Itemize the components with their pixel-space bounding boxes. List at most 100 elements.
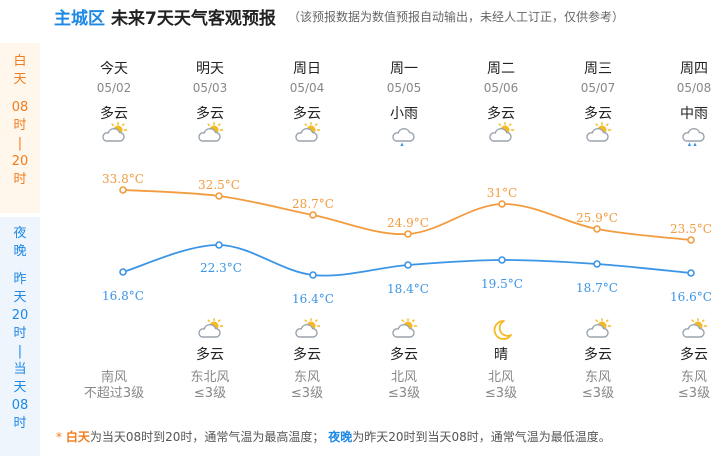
temperature-point <box>687 269 695 277</box>
period-char: 白 <box>13 54 27 69</box>
day-name: 周一 <box>390 61 418 77</box>
temperature-label: 18.7°C <box>576 281 618 295</box>
night-weather: 晴 <box>494 347 508 363</box>
period-char: 08 <box>11 398 29 413</box>
footnote-day-text: 为当天08时到20时，通常气温为最高温度； <box>89 430 325 444</box>
day-name: 明天 <box>196 61 224 77</box>
temperature-point <box>119 186 127 194</box>
wind-info: 东风 ≤3级 <box>644 370 720 402</box>
wind-level: ≤3级 <box>677 386 711 401</box>
legend-footnote: * 白天为当天08时到20时，通常气温为最高温度； 夜晚为昨天20时到当天08时… <box>56 428 611 445</box>
day-column: 周日 05/04 多云 多云 东风 ≤3级 <box>257 0 357 456</box>
wind-direction: 北风 <box>390 370 417 385</box>
wind-direction: 东风 <box>293 370 320 385</box>
temperature-label: 25.9°C <box>576 211 618 225</box>
day-column: 周三 05/07 多云 多云 东风 ≤3级 <box>548 0 648 456</box>
wind-direction: 南风 <box>100 370 127 385</box>
wind-level: ≤3级 <box>387 386 421 401</box>
partly-cloudy-icon <box>196 318 224 342</box>
temperature-point <box>687 236 695 244</box>
period-char: 20 <box>11 308 29 323</box>
period-char: 时 <box>13 118 27 133</box>
moon-icon <box>487 318 515 342</box>
day-weather: 小雨 <box>390 106 418 122</box>
night-weather: 多云 <box>390 347 418 363</box>
wind-info: 东风 ≤3级 <box>257 370 357 402</box>
footnote-night-key: 夜晚 <box>328 430 353 444</box>
partly-cloudy-icon <box>390 318 418 342</box>
day-weather: 多云 <box>196 106 224 122</box>
footnote-day-key: 白天 <box>65 430 90 444</box>
district-name[interactable]: 主城区 <box>54 9 105 29</box>
wind-info: 东北风 ≤3级 <box>160 370 260 402</box>
temperature-chart: 33.8°C 32.5°C 28.7°C 24.9°C 31°C 25.9°C 23.5°C… <box>102 172 712 306</box>
period-char: 昨 <box>13 272 27 287</box>
period-char: 08 <box>11 100 29 115</box>
period-char: | <box>17 344 23 359</box>
temperature-point <box>498 200 506 208</box>
partly-cloudy-icon <box>584 318 612 342</box>
day-date: 05/02 <box>96 81 132 95</box>
period-char: 时 <box>13 172 27 187</box>
temperature-label: 16.4°C <box>292 292 334 306</box>
period-char <box>0 89 40 99</box>
temperature-label: 16.6°C <box>670 290 712 304</box>
night-weather: 多云 <box>680 347 708 363</box>
day-name: 今天 <box>100 61 128 77</box>
day-weather: 多云 <box>293 106 321 122</box>
day-column: 周四 05/08 中雨 多云 东风 ≤3级 <box>644 0 720 456</box>
day-date: 05/05 <box>386 81 422 95</box>
wind-direction: 北风 <box>487 370 514 385</box>
temperature-point <box>593 260 601 268</box>
period-char: 20 <box>11 154 29 169</box>
wind-info: 南风 不超过3级 <box>64 370 164 402</box>
period-char: 夜 <box>13 226 27 241</box>
wind-level: ≤3级 <box>193 386 227 401</box>
partly-cloudy-icon <box>196 122 224 146</box>
light-rain-icon <box>390 122 418 148</box>
partly-cloudy-icon <box>487 122 515 146</box>
day-weather: 多云 <box>100 106 128 122</box>
night-weather: 多云 <box>584 347 612 363</box>
period-char: 时 <box>13 416 27 431</box>
partly-cloudy-icon <box>100 122 128 146</box>
temperature-label: 31°C <box>487 186 517 200</box>
page-title: 未来7天天气客观预报 <box>111 9 276 29</box>
temperature-label: 16.8°C <box>102 289 144 303</box>
night-weather: 多云 <box>293 347 321 363</box>
period-char: 当 <box>13 362 27 377</box>
temperature-label: 19.5°C <box>481 277 523 291</box>
partly-cloudy-icon <box>584 122 612 146</box>
disclaimer-note: （该预报数据为数值预报自动输出，未经人工订正，仅供参考） <box>288 10 625 24</box>
period-char: 天 <box>13 290 27 305</box>
temperature-label: 24.9°C <box>387 216 429 230</box>
moderate-rain-icon <box>680 122 708 148</box>
day-weather: 多云 <box>584 106 612 122</box>
period-char: 时 <box>13 326 27 341</box>
day-date: 05/07 <box>580 81 616 95</box>
day-date: 05/06 <box>483 81 519 95</box>
day-name: 周三 <box>584 61 612 77</box>
temperature-point <box>119 268 127 276</box>
day-column: 今天 05/02 多云南风 不超过3级 <box>64 0 164 456</box>
wind-level: ≤3级 <box>581 386 615 401</box>
page-header: 主城区 未来7天天气客观预报 （该预报数据为数值预报自动输出，未经人工订正，仅供… <box>0 4 720 29</box>
day-name: 周日 <box>293 61 321 77</box>
day-weather: 中雨 <box>680 106 708 122</box>
temperature-point <box>404 230 412 238</box>
day-column: 明天 05/03 多云 多云 东北风 ≤3级 <box>160 0 260 456</box>
day-column: 周一 05/05 小雨多云北风 ≤3级 <box>354 0 454 456</box>
temperature-point <box>215 192 223 200</box>
temperature-point <box>404 261 412 269</box>
wind-direction: 东北风 <box>190 370 230 385</box>
wind-info: 北风 ≤3级 <box>354 370 454 402</box>
day-date: 05/03 <box>192 81 228 95</box>
period-char: 晚 <box>13 244 27 259</box>
day-weather: 多云 <box>487 106 515 122</box>
forecast-columns: 今天 05/02 多云 南风 不超过3级 明天 05/03 多云 多云 东北风 ≤3级 周日 05/04… <box>40 0 720 456</box>
wind-direction: 东风 <box>584 370 611 385</box>
day-date: 05/04 <box>289 81 325 95</box>
temperature-point <box>498 256 506 264</box>
temperature-label: 18.4°C <box>387 282 429 296</box>
temperature-label: 33.8°C <box>102 172 144 186</box>
